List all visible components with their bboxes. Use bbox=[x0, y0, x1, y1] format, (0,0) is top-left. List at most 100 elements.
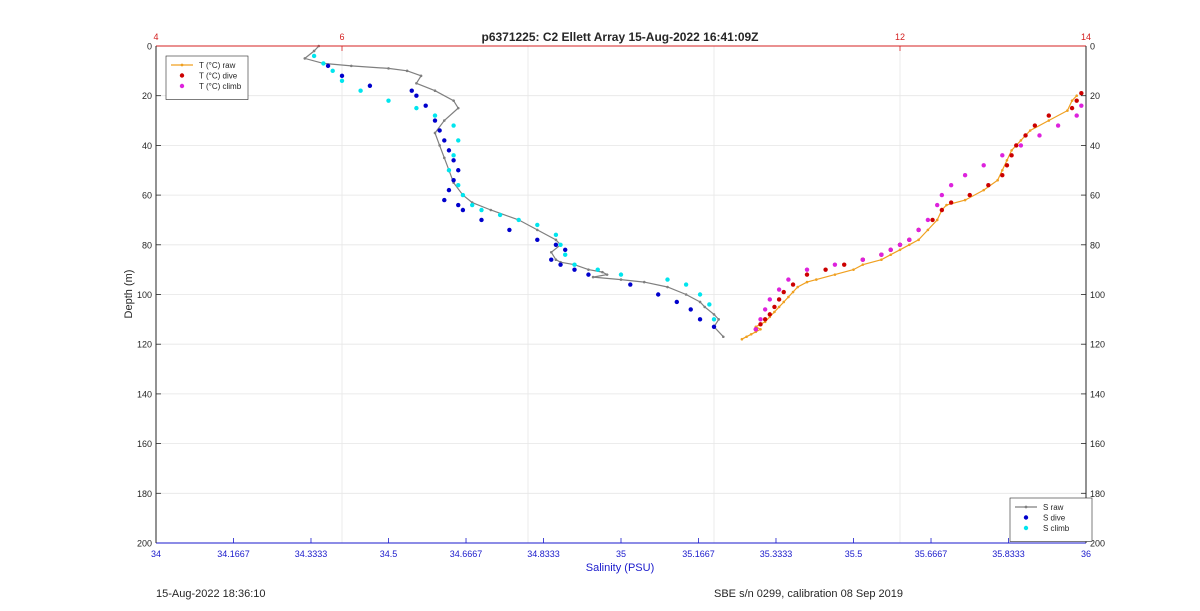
chart-title: p6371225: C2 Ellett Array 15-Aug-2022 16… bbox=[481, 30, 758, 44]
data-point bbox=[916, 227, 921, 233]
data-point bbox=[762, 307, 768, 312]
y-tick-label-left: 60 bbox=[142, 191, 152, 201]
data-point bbox=[707, 302, 712, 307]
grid bbox=[155, 45, 1087, 544]
series-line-marker bbox=[684, 293, 688, 296]
series-line-marker bbox=[601, 270, 604, 274]
data-point bbox=[753, 327, 759, 332]
x-tick-label-top: 4 bbox=[153, 32, 158, 42]
data-point bbox=[339, 78, 345, 83]
data-point bbox=[786, 277, 791, 282]
data-point bbox=[758, 322, 763, 327]
series-line-marker bbox=[387, 67, 390, 70]
data-point bbox=[470, 202, 475, 208]
data-point bbox=[558, 242, 563, 247]
data-point bbox=[586, 272, 591, 277]
series-line-marker bbox=[456, 106, 460, 110]
series-line-marker bbox=[722, 335, 725, 339]
y-tick-label-left: 0 bbox=[147, 42, 152, 52]
series-line-marker bbox=[549, 250, 553, 254]
legend-swatch-dot bbox=[179, 83, 185, 89]
y-tick-label-right: 40 bbox=[1090, 141, 1100, 151]
series-line-marker bbox=[740, 337, 744, 341]
series-0 bbox=[303, 44, 725, 339]
series-line bbox=[303, 45, 724, 338]
series-5 bbox=[753, 103, 1084, 332]
x-tick-label-bottom: 34.5 bbox=[380, 549, 398, 559]
data-point bbox=[325, 63, 331, 69]
data-point bbox=[516, 217, 521, 223]
data-point bbox=[1074, 98, 1079, 103]
data-point bbox=[1037, 133, 1042, 138]
y-tick-label-left: 140 bbox=[137, 389, 152, 399]
series-1 bbox=[325, 63, 717, 330]
series-line-marker bbox=[1005, 159, 1009, 162]
x-axis-label: Salinity (PSU) bbox=[586, 562, 654, 574]
data-point bbox=[386, 98, 391, 103]
data-point bbox=[939, 207, 945, 213]
y-tick-label-right: 100 bbox=[1090, 290, 1105, 300]
data-point bbox=[897, 242, 903, 247]
data-point bbox=[535, 237, 540, 243]
data-point bbox=[665, 277, 670, 282]
data-point bbox=[446, 168, 452, 173]
data-point bbox=[1023, 133, 1028, 138]
data-point bbox=[451, 123, 456, 128]
data-point bbox=[414, 93, 419, 98]
series-line-marker bbox=[642, 280, 646, 284]
data-point bbox=[907, 237, 912, 243]
data-point bbox=[595, 267, 600, 272]
x-tick-label-bottom: 35.3333 bbox=[760, 549, 793, 559]
data-point bbox=[925, 217, 931, 223]
series-line-marker bbox=[554, 238, 558, 242]
series-line-marker bbox=[443, 156, 446, 160]
data-point bbox=[930, 217, 935, 223]
series-3 bbox=[740, 94, 1078, 341]
x-tick-label-bottom: 34.6667 bbox=[450, 549, 483, 559]
data-point bbox=[451, 177, 456, 183]
series-line-marker bbox=[712, 313, 716, 316]
data-point bbox=[1032, 123, 1038, 128]
data-point bbox=[776, 287, 782, 292]
series-line-marker bbox=[438, 144, 441, 147]
data-point bbox=[442, 138, 447, 143]
data-point bbox=[1079, 103, 1084, 108]
series-line-marker bbox=[698, 300, 702, 304]
y-tick-label-left: 180 bbox=[137, 489, 152, 499]
data-point bbox=[939, 192, 945, 198]
series-line-marker bbox=[433, 89, 437, 93]
series-line-marker bbox=[1070, 99, 1074, 102]
series-line-marker bbox=[666, 285, 669, 289]
data-point bbox=[697, 317, 703, 322]
data-point bbox=[656, 292, 661, 297]
series-line-marker bbox=[889, 253, 892, 257]
y-tick-label-right: 60 bbox=[1090, 191, 1100, 201]
series-line-marker bbox=[405, 69, 409, 73]
data-point bbox=[1069, 105, 1075, 111]
y-tick-label-right: 200 bbox=[1090, 539, 1105, 549]
x-tick-label-top: 14 bbox=[1081, 32, 1091, 42]
legend-box bbox=[1009, 497, 1093, 542]
series-line-marker bbox=[1001, 168, 1004, 172]
legend-entry-label: S raw bbox=[1043, 503, 1064, 512]
y-tick-label-left: 40 bbox=[142, 141, 152, 151]
data-point bbox=[414, 105, 419, 111]
data-point bbox=[758, 317, 763, 322]
data-point bbox=[1000, 173, 1005, 178]
data-point bbox=[446, 187, 452, 193]
series-line-marker bbox=[815, 278, 818, 281]
data-point bbox=[860, 257, 865, 262]
data-point bbox=[767, 297, 772, 302]
series-line-marker bbox=[796, 285, 799, 289]
data-point bbox=[967, 192, 972, 198]
y-tick-label-right: 180 bbox=[1090, 489, 1105, 499]
series-line-marker bbox=[1047, 119, 1051, 122]
series-line-marker bbox=[419, 74, 423, 78]
data-point bbox=[776, 297, 782, 302]
data-point bbox=[456, 138, 461, 143]
y-tick-label-right: 0 bbox=[1090, 42, 1095, 52]
series-line-marker bbox=[1075, 94, 1078, 97]
x-tick-label-bottom: 34.8333 bbox=[527, 549, 560, 559]
data-point bbox=[1018, 143, 1024, 148]
